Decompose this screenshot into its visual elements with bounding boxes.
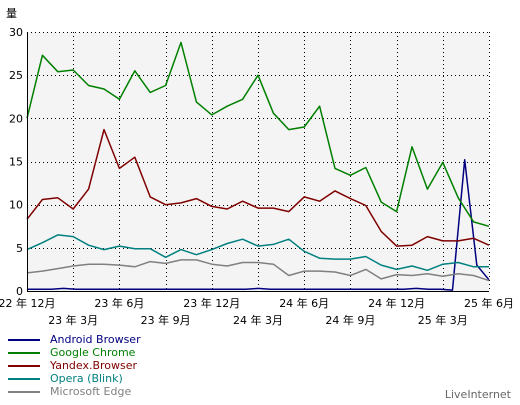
legend-label: Yandex.Browser	[50, 359, 138, 372]
legend-item: Microsoft Edge	[8, 385, 141, 398]
legend-label: Microsoft Edge	[50, 385, 132, 398]
legend-swatch	[8, 351, 40, 354]
legend-label: Google Chrome	[50, 346, 136, 359]
y-tick-label: 30	[9, 26, 23, 39]
series-line	[26, 234, 489, 272]
series-line	[26, 259, 490, 282]
x-tick-label: 22 年 12月	[0, 296, 56, 310]
y-tick-labels: 0 5 10 15 20 25 30	[9, 26, 23, 298]
x-tick-label: 25 年 3月	[418, 313, 468, 327]
y-tick-label: 20	[9, 112, 23, 125]
legend-label: Opera (Blink)	[50, 372, 123, 385]
y-axis-label: 量	[6, 7, 17, 20]
y-tick-label: 10	[9, 199, 23, 212]
x-tick-label: 24 年 12月	[368, 296, 425, 310]
line-chart: 量 0 5 10 15 20 25 30 22 年 12月 23 年 3月 23 年 6月 23 …	[0, 7, 514, 327]
y-tick-label: 0	[16, 285, 23, 298]
x-tick-label: 23 年 6月	[94, 296, 144, 310]
legend-item: Google Chrome	[8, 346, 141, 359]
y-tick-label: 15	[9, 156, 23, 169]
legend-swatch	[8, 377, 40, 380]
x-tick-label: 24 年 3月	[233, 313, 283, 327]
legend-swatch	[8, 390, 40, 393]
legend-label: Android Browser	[50, 333, 141, 346]
credit-label: LiveInternet	[444, 388, 511, 401]
legend-item: Opera (Blink)	[8, 372, 141, 385]
y-tick-label: 25	[9, 69, 23, 82]
series-line	[27, 159, 490, 291]
legend: Android Browser Google Chrome Yandex.Bro…	[8, 333, 141, 398]
series-line	[26, 41, 490, 228]
x-tick-label: 25 年 6月	[464, 296, 514, 310]
x-tick-label: 23 年 9月	[141, 313, 191, 327]
x-tick-label: 23 年 12月	[183, 296, 240, 310]
series-lines	[26, 41, 490, 291]
legend-item: Yandex.Browser	[8, 359, 141, 372]
x-tick-label: 24 年 9月	[325, 313, 375, 327]
x-tick-label: 24 年 6月	[279, 296, 329, 310]
legend-swatch	[8, 364, 40, 367]
series-line	[26, 128, 490, 247]
x-tick-labels: 22 年 12月 23 年 3月 23 年 6月 23 年 9月 23 年 12月 24 …	[0, 296, 514, 327]
y-tick-label: 5	[16, 242, 23, 255]
axes	[27, 32, 489, 292]
legend-swatch	[8, 338, 40, 341]
x-tick-label: 23 年 3月	[48, 313, 98, 327]
legend-item: Android Browser	[8, 333, 141, 346]
